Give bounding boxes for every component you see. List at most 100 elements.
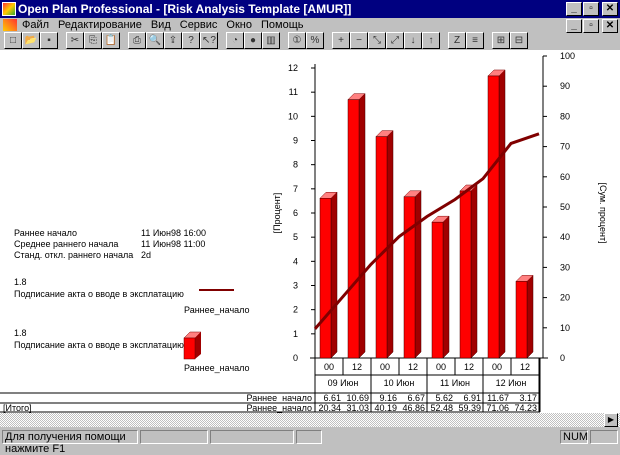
y-tick-label: 6 bbox=[293, 208, 298, 218]
app-icon[interactable] bbox=[2, 2, 16, 16]
table-cell: 71.06 bbox=[486, 403, 509, 413]
y2-tick-label: 0 bbox=[560, 353, 565, 363]
hour-label: 12 bbox=[464, 362, 474, 372]
date-label: 11 Июн bbox=[440, 378, 470, 388]
legend-name: Подписание акта о вводе в эксплатацию bbox=[14, 289, 184, 299]
globe-button[interactable]: ● bbox=[244, 32, 262, 49]
bar bbox=[319, 198, 332, 359]
help-button[interactable]: ? bbox=[182, 32, 200, 49]
hour-label: 00 bbox=[380, 362, 390, 372]
preview-button[interactable]: 🔍 bbox=[146, 32, 164, 49]
cut-button[interactable]: ✂ bbox=[66, 32, 84, 49]
move-up-button[interactable]: ↑ bbox=[422, 32, 440, 49]
menu-item-3[interactable]: Сервис bbox=[179, 19, 218, 31]
y-tick-label: 10 bbox=[288, 111, 298, 121]
window-title: Open Plan Professional - [Risk Analysis … bbox=[18, 2, 352, 16]
copy-button[interactable]: ⎘ bbox=[84, 32, 102, 49]
percent-button[interactable]: % bbox=[306, 32, 324, 49]
new-button[interactable]: □ bbox=[4, 32, 22, 49]
chart-view: Раннее начало 11 Июн98 16:00 Среднее ранне… bbox=[0, 50, 620, 413]
link-button[interactable]: ⤡ bbox=[368, 32, 386, 49]
z-button[interactable]: Z bbox=[448, 32, 466, 49]
scroll-right-button[interactable]: ▶ bbox=[604, 413, 618, 427]
bar-side bbox=[442, 215, 450, 359]
y-tick-label: 4 bbox=[293, 256, 298, 266]
y2-tick-label: 20 bbox=[560, 293, 570, 303]
clock-button[interactable]: ◔ bbox=[226, 32, 244, 49]
paste-button[interactable]: 📋 bbox=[102, 32, 120, 49]
unlink-button[interactable]: ⤢ bbox=[386, 32, 404, 49]
y-tick-label: 3 bbox=[293, 281, 298, 291]
doc-restore-button[interactable]: ▫ bbox=[583, 19, 599, 33]
legend-series: Раннее_начало bbox=[184, 305, 250, 315]
menu-item-1[interactable]: Редактирование bbox=[58, 19, 142, 31]
date-label: 12 Июн bbox=[496, 378, 527, 388]
collapse-button[interactable]: ⊟ bbox=[510, 32, 528, 49]
toolbar: □ 📂 ▪ ✂ ⎘ 📋 ⎙ 🔍 ⇪? ↖? ◔ ● ▥ ①% + − ⤡ ⤢ ↓ ↑ Z ≡ ⊞ ⊟ bbox=[4, 32, 528, 49]
menu-item-0[interactable]: Файл bbox=[22, 19, 50, 31]
remove-button[interactable]: − bbox=[350, 32, 368, 49]
table-cell: 20.34 bbox=[318, 403, 341, 413]
bar-side bbox=[498, 69, 506, 359]
bar-side bbox=[526, 274, 534, 359]
bar bbox=[459, 190, 472, 359]
doc-close-button[interactable]: ✕ bbox=[602, 19, 618, 33]
table-cell: 31.03 bbox=[346, 403, 369, 413]
table-cell: 9.16 bbox=[379, 393, 397, 403]
bar bbox=[487, 75, 500, 359]
row-label: Раннее_начало bbox=[247, 393, 313, 403]
y-tick-label: 12 bbox=[288, 63, 298, 73]
restore-button[interactable]: ▫ bbox=[583, 2, 599, 16]
table-cell: 52.48 bbox=[430, 403, 453, 413]
expand-button[interactable]: ⊞ bbox=[492, 32, 510, 49]
y2-axis-label: [Сум. процент] bbox=[598, 182, 608, 243]
close-button[interactable]: ✕ bbox=[602, 2, 618, 16]
bar-side bbox=[330, 191, 338, 359]
cumulative-line bbox=[313, 132, 540, 330]
y-tick-label: 2 bbox=[293, 305, 298, 315]
table-cell: 6.91 bbox=[463, 393, 481, 403]
y-tick-label: 0 bbox=[293, 353, 298, 363]
export-button[interactable]: ⇪ bbox=[164, 32, 182, 49]
y2-tick-label: 50 bbox=[560, 202, 570, 212]
horizontal-scrollbar[interactable]: ▶ bbox=[0, 413, 620, 427]
y2-tick-label: 90 bbox=[560, 81, 570, 91]
bar bbox=[375, 136, 388, 359]
y2-tick-label: 60 bbox=[560, 172, 570, 182]
minimize-button[interactable]: _ bbox=[566, 2, 582, 16]
row-label: Раннее_начало bbox=[247, 403, 313, 413]
status-help-text: Для получения помощи нажмите F1 bbox=[2, 430, 138, 455]
bar bbox=[431, 221, 444, 359]
table-cell: 6.61 bbox=[323, 393, 341, 403]
hour-label: 00 bbox=[436, 362, 446, 372]
chart: 01234567891011120102030405060708090100[П… bbox=[0, 51, 608, 413]
stat-label: Станд. откл. раннего начала bbox=[14, 250, 134, 260]
total-label: [Итого] bbox=[3, 403, 32, 413]
table-cell: 6.67 bbox=[407, 393, 425, 403]
bar-side bbox=[414, 190, 422, 359]
chart-button[interactable]: ▥ bbox=[262, 32, 280, 49]
table-cell: 10.69 bbox=[346, 393, 369, 403]
context-help-button[interactable]: ↖? bbox=[200, 32, 218, 49]
menu-item-5[interactable]: Помощь bbox=[260, 19, 304, 31]
document-icon[interactable] bbox=[3, 19, 17, 31]
move-down-button[interactable]: ↓ bbox=[404, 32, 422, 49]
menu-item-4[interactable]: Окно bbox=[226, 19, 252, 31]
stat-value: 11 Июн98 11:00 bbox=[141, 239, 206, 249]
legend-name: Подписание акта о вводе в эксплатацию bbox=[14, 340, 184, 350]
bar bbox=[347, 99, 360, 359]
add-button[interactable]: + bbox=[332, 32, 350, 49]
open-button[interactable]: 📂 bbox=[22, 32, 40, 49]
save-button[interactable]: ▪ bbox=[40, 32, 58, 49]
bar bbox=[515, 281, 528, 359]
legend-id: 1.8 bbox=[14, 328, 27, 338]
table-cell: 11.67 bbox=[487, 393, 509, 403]
bar bbox=[403, 196, 416, 359]
table-cell: 5.62 bbox=[435, 393, 453, 403]
text-button[interactable]: ≡ bbox=[466, 32, 484, 49]
coin-button[interactable]: ① bbox=[288, 32, 306, 49]
y-tick-label: 5 bbox=[293, 232, 298, 242]
doc-minimize-button[interactable]: _ bbox=[566, 19, 582, 33]
menu-item-2[interactable]: Вид bbox=[150, 19, 171, 31]
print-button[interactable]: ⎙ bbox=[128, 32, 146, 49]
